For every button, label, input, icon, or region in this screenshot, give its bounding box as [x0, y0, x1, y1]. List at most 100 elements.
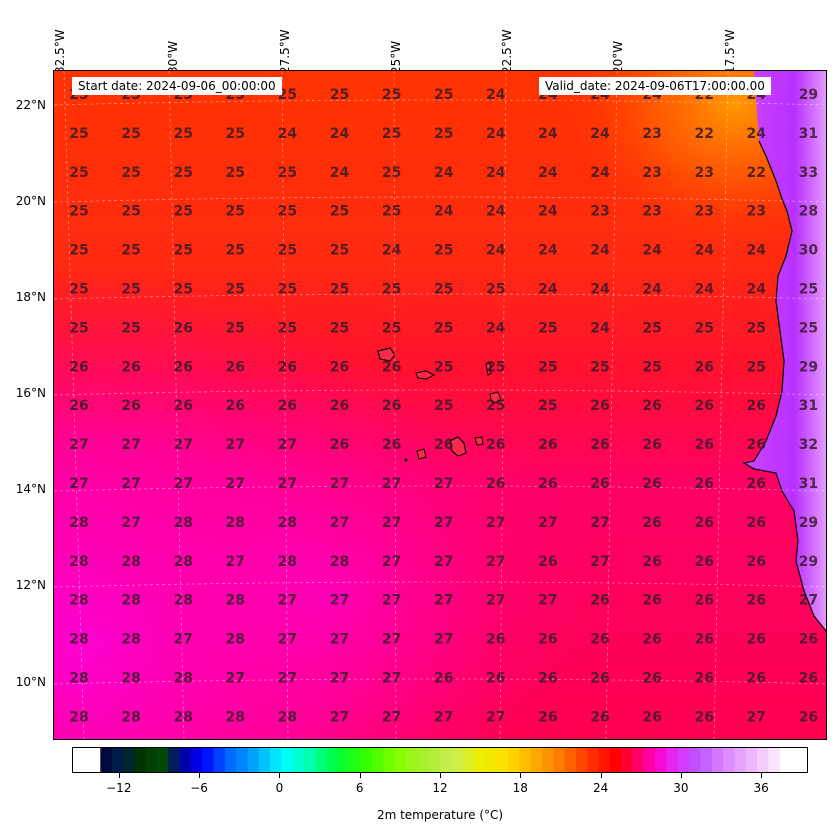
temperature-value: 24	[382, 243, 402, 259]
temperature-value: 27	[434, 709, 453, 725]
colorbar-segment	[677, 748, 690, 772]
temperature-value: 27	[330, 671, 349, 687]
temperature-value: 27	[173, 437, 192, 453]
temperature-value: 27	[173, 632, 192, 648]
temperature-value: 26	[694, 515, 713, 531]
temperature-value: 27	[330, 593, 349, 609]
temperature-value: 25	[434, 126, 453, 142]
temperature-value: 24	[434, 204, 454, 220]
colorbar-segment	[541, 748, 554, 772]
colorbar-segment	[179, 748, 192, 772]
temperature-value: 26	[694, 632, 713, 648]
temperature-value: 27	[278, 437, 297, 453]
colorbar-segment	[598, 748, 611, 772]
temperature-value: 25	[278, 165, 297, 181]
temperature-value: 23	[694, 165, 713, 181]
colorbar-segment	[734, 748, 747, 772]
temperature-value: 25	[642, 359, 661, 375]
temperature-value: 27	[121, 437, 140, 453]
temperature-value: 25	[538, 398, 557, 414]
temperature-value: 27	[330, 709, 349, 725]
temperature-value: 27	[382, 554, 401, 570]
colorbar-segment	[745, 748, 758, 772]
temperature-value: 25	[747, 320, 766, 336]
temperature-value: 26	[642, 398, 661, 414]
colorbar-segment	[417, 748, 430, 772]
temperature-value: 26	[642, 554, 661, 570]
temperature-value: 26	[694, 398, 713, 414]
colorbar-segment	[564, 748, 577, 772]
temperature-value: 28	[121, 709, 140, 725]
temperature-value: 31	[799, 398, 818, 414]
colorbar-segment	[281, 748, 294, 772]
colorbar-segment	[757, 748, 769, 772]
temperature-value: 25	[382, 204, 401, 220]
lon-label: 32.5°W	[53, 29, 67, 74]
temperature-value: 25	[434, 282, 453, 298]
temperature-value: 24	[486, 87, 506, 103]
temperature-value: 26	[330, 359, 349, 375]
temperature-value: 26	[538, 554, 557, 570]
temperature-value: 27	[226, 671, 245, 687]
lat-label: 14°N	[15, 482, 46, 496]
temperature-value: 24	[590, 165, 610, 181]
temperature-value: 27	[434, 593, 453, 609]
temperature-value: 25	[330, 204, 349, 220]
temperature-value: 26	[747, 554, 766, 570]
temperature-value: 28	[278, 515, 297, 531]
colorbar-segment	[609, 748, 622, 772]
temperature-value: 25	[69, 204, 88, 220]
temperature-value: 25	[121, 126, 140, 142]
temperature-value: 28	[121, 593, 140, 609]
temperature-value: 26	[382, 437, 401, 453]
temperature-value: 26	[642, 476, 661, 492]
temperature-value: 28	[173, 671, 192, 687]
colorbar-tick-label: 30	[673, 781, 689, 795]
temperature-value: 24	[330, 165, 350, 181]
temperature-value: 27	[382, 593, 401, 609]
temperature-value: 26	[121, 359, 140, 375]
temperature-value: 28	[121, 671, 140, 687]
temperature-value: 29	[799, 359, 818, 375]
temperature-value: 27	[330, 632, 349, 648]
temperature-value: 26	[642, 709, 661, 725]
temperature-value: 27	[799, 593, 818, 609]
temperature-value: 24	[590, 320, 610, 336]
temperature-value: 25	[226, 243, 245, 259]
colorbar-segment	[213, 748, 226, 772]
colorbar-segment	[122, 748, 135, 772]
temperature-value: 26	[642, 515, 661, 531]
temperature-value: 26	[278, 359, 297, 375]
temperature-value: 28	[69, 554, 88, 570]
temperature-value: 26	[278, 398, 297, 414]
temperature-value: 28	[226, 515, 245, 531]
temperature-value: 26	[538, 476, 557, 492]
temperature-value: 28	[173, 554, 192, 570]
lat-label: 16°N	[15, 386, 46, 400]
temperature-value: 27	[382, 671, 401, 687]
colorbar-tick-label: 12	[432, 781, 448, 795]
island	[415, 370, 436, 380]
temperature-value: 26	[642, 437, 661, 453]
temperature-value: 25	[747, 359, 766, 375]
colorbar-segment	[202, 748, 215, 772]
temperature-value: 28	[226, 632, 245, 648]
temperature-value: 31	[799, 126, 818, 142]
temperature-value: 26	[538, 671, 557, 687]
temperature-value: 25	[226, 282, 245, 298]
temperature-value: 26	[69, 398, 88, 414]
temperature-value: 26	[173, 320, 192, 336]
temperature-value: 24	[590, 282, 610, 298]
temperature-value: 27	[382, 515, 401, 531]
temperature-value: 25	[173, 126, 192, 142]
temperature-value: 24	[590, 243, 610, 259]
colorbar-tick	[520, 773, 522, 778]
colorbar-tick-label: −12	[106, 781, 132, 795]
temperature-value: 28	[278, 709, 297, 725]
temperature-value: 26	[747, 398, 766, 414]
colorbar-segment	[428, 748, 441, 772]
temperature-value: 25	[330, 320, 349, 336]
temperature-value: 26	[486, 437, 505, 453]
temperature-value: 27	[434, 515, 453, 531]
temperature-value: 26	[538, 632, 557, 648]
